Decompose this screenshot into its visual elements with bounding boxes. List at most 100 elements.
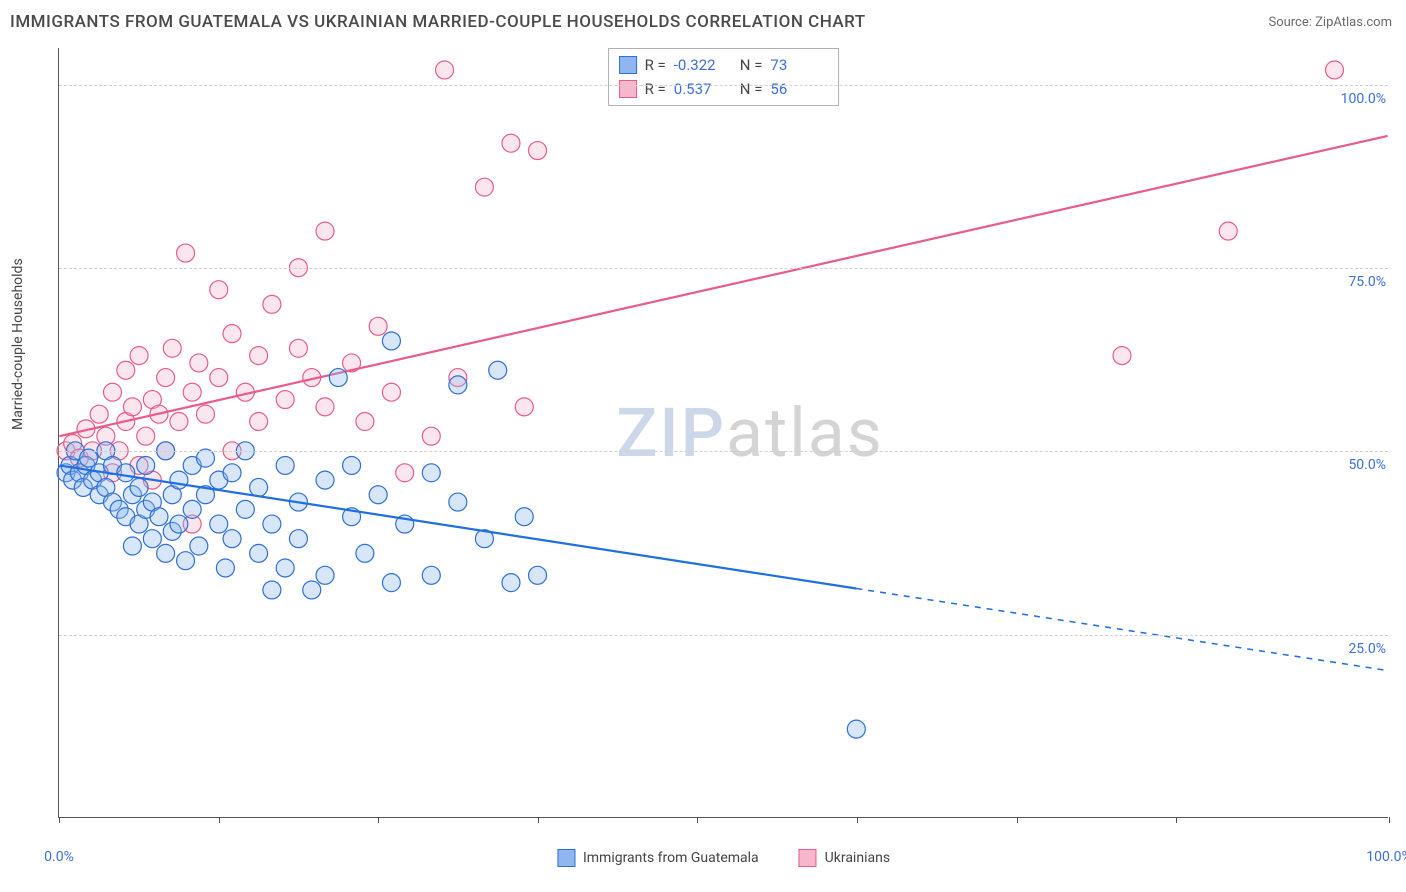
plot-svg (59, 48, 1388, 817)
pink-point (1326, 61, 1344, 79)
y-axis-label: Married-couple Households (10, 258, 26, 430)
x-tick (219, 817, 220, 823)
blue-point (137, 456, 155, 474)
blue-point (236, 500, 254, 518)
blue-point (422, 464, 440, 482)
blue-point (449, 376, 467, 394)
blue-point (210, 515, 228, 533)
x-tick-label: 100.0% (1366, 849, 1406, 865)
pink-point (130, 347, 148, 365)
blue-point (382, 332, 400, 350)
y-tick-label: 75.0% (1344, 274, 1390, 290)
blue-point (143, 530, 161, 548)
x-tick (697, 817, 698, 823)
grid-line (59, 85, 1388, 86)
source-label: Source: ZipAtlas.com (1268, 15, 1392, 30)
stats-row-blue: R = -0.322 N = 73 (619, 53, 829, 77)
blue-point (369, 486, 387, 504)
r-value-blue: -0.322 (674, 53, 732, 77)
pink-point (117, 361, 135, 379)
pink-point (196, 405, 214, 423)
blue-point (150, 508, 168, 526)
blue-point (170, 471, 188, 489)
pink-point (1113, 347, 1131, 365)
plot-area: ZIPatlas R = -0.322 N = 73 R = 0.537 N =… (58, 48, 1388, 818)
x-tick (59, 817, 60, 823)
stats-row-pink: R = 0.537 N = 56 (619, 77, 829, 101)
blue-point (502, 574, 520, 592)
blue-point (117, 464, 135, 482)
pink-point (316, 398, 334, 416)
blue-point (382, 574, 400, 592)
x-tick (538, 817, 539, 823)
pink-point (123, 398, 141, 416)
pink-point (396, 464, 414, 482)
blue-point (422, 566, 440, 584)
pink-point (369, 317, 387, 335)
x-tick (378, 817, 379, 823)
x-tick (1017, 817, 1018, 823)
blue-point (316, 471, 334, 489)
blue-point (190, 537, 208, 555)
blue-point (250, 478, 268, 496)
pink-point (223, 325, 241, 343)
blue-point (250, 544, 268, 562)
blue-point (276, 456, 294, 474)
n-label: N = (740, 77, 763, 101)
r-label: R = (645, 77, 666, 101)
blue-point (343, 456, 361, 474)
blue-point (303, 581, 321, 599)
x-tick-label: 0.0% (44, 849, 74, 865)
blue-point (223, 464, 241, 482)
legend-item-blue: Immigrants from Guatemala (557, 849, 759, 867)
y-tick-label: 100.0% (1337, 91, 1390, 107)
pink-point (170, 413, 188, 431)
series-legend: Immigrants from Guatemala Ukrainians (557, 849, 890, 867)
stats-legend: R = -0.322 N = 73 R = 0.537 N = 56 (608, 48, 840, 106)
legend-label-pink: Ukrainians (825, 850, 890, 866)
pink-point (475, 178, 493, 196)
blue-point (123, 537, 141, 555)
grid-line (59, 268, 1388, 269)
pink-point (276, 391, 294, 409)
n-label: N = (740, 53, 763, 77)
blue-point (329, 369, 347, 387)
pink-point (137, 427, 155, 445)
pink-point (1219, 222, 1237, 240)
pink-point (104, 383, 122, 401)
pink-point (250, 347, 268, 365)
pink-point (210, 281, 228, 299)
pink-point (183, 383, 201, 401)
x-tick (1389, 817, 1390, 823)
blue-point (216, 559, 234, 577)
grid-line (59, 451, 1388, 452)
y-tick-label: 50.0% (1344, 457, 1390, 473)
title-bar: IMMIGRANTS FROM GUATEMALA VS UKRAINIAN M… (0, 0, 1406, 44)
blue-point (263, 581, 281, 599)
pink-point (250, 413, 268, 431)
chart-title: IMMIGRANTS FROM GUATEMALA VS UKRAINIAN M… (10, 12, 866, 32)
blue-point (489, 361, 507, 379)
blue-point (223, 530, 241, 548)
blue-point (130, 478, 148, 496)
blue-point (289, 530, 307, 548)
r-value-pink: 0.537 (674, 77, 732, 101)
blue-point (177, 552, 195, 570)
legend-item-pink: Ukrainians (799, 849, 890, 867)
stats-swatch-blue (619, 56, 637, 74)
n-value-pink: 56 (770, 77, 828, 101)
n-value-blue: 73 (770, 53, 828, 77)
blue-point (157, 544, 175, 562)
pink-point (163, 339, 181, 357)
blue-point (263, 515, 281, 533)
pink-point (436, 61, 454, 79)
pink-point (289, 339, 307, 357)
blue-point (515, 508, 533, 526)
pink-trend-line (59, 136, 1387, 436)
blue-point (276, 559, 294, 577)
pink-point (515, 398, 533, 416)
blue-trend-line-extrapolated (856, 588, 1387, 670)
pink-point (90, 405, 108, 423)
pink-point (263, 295, 281, 313)
x-tick (1176, 817, 1177, 823)
